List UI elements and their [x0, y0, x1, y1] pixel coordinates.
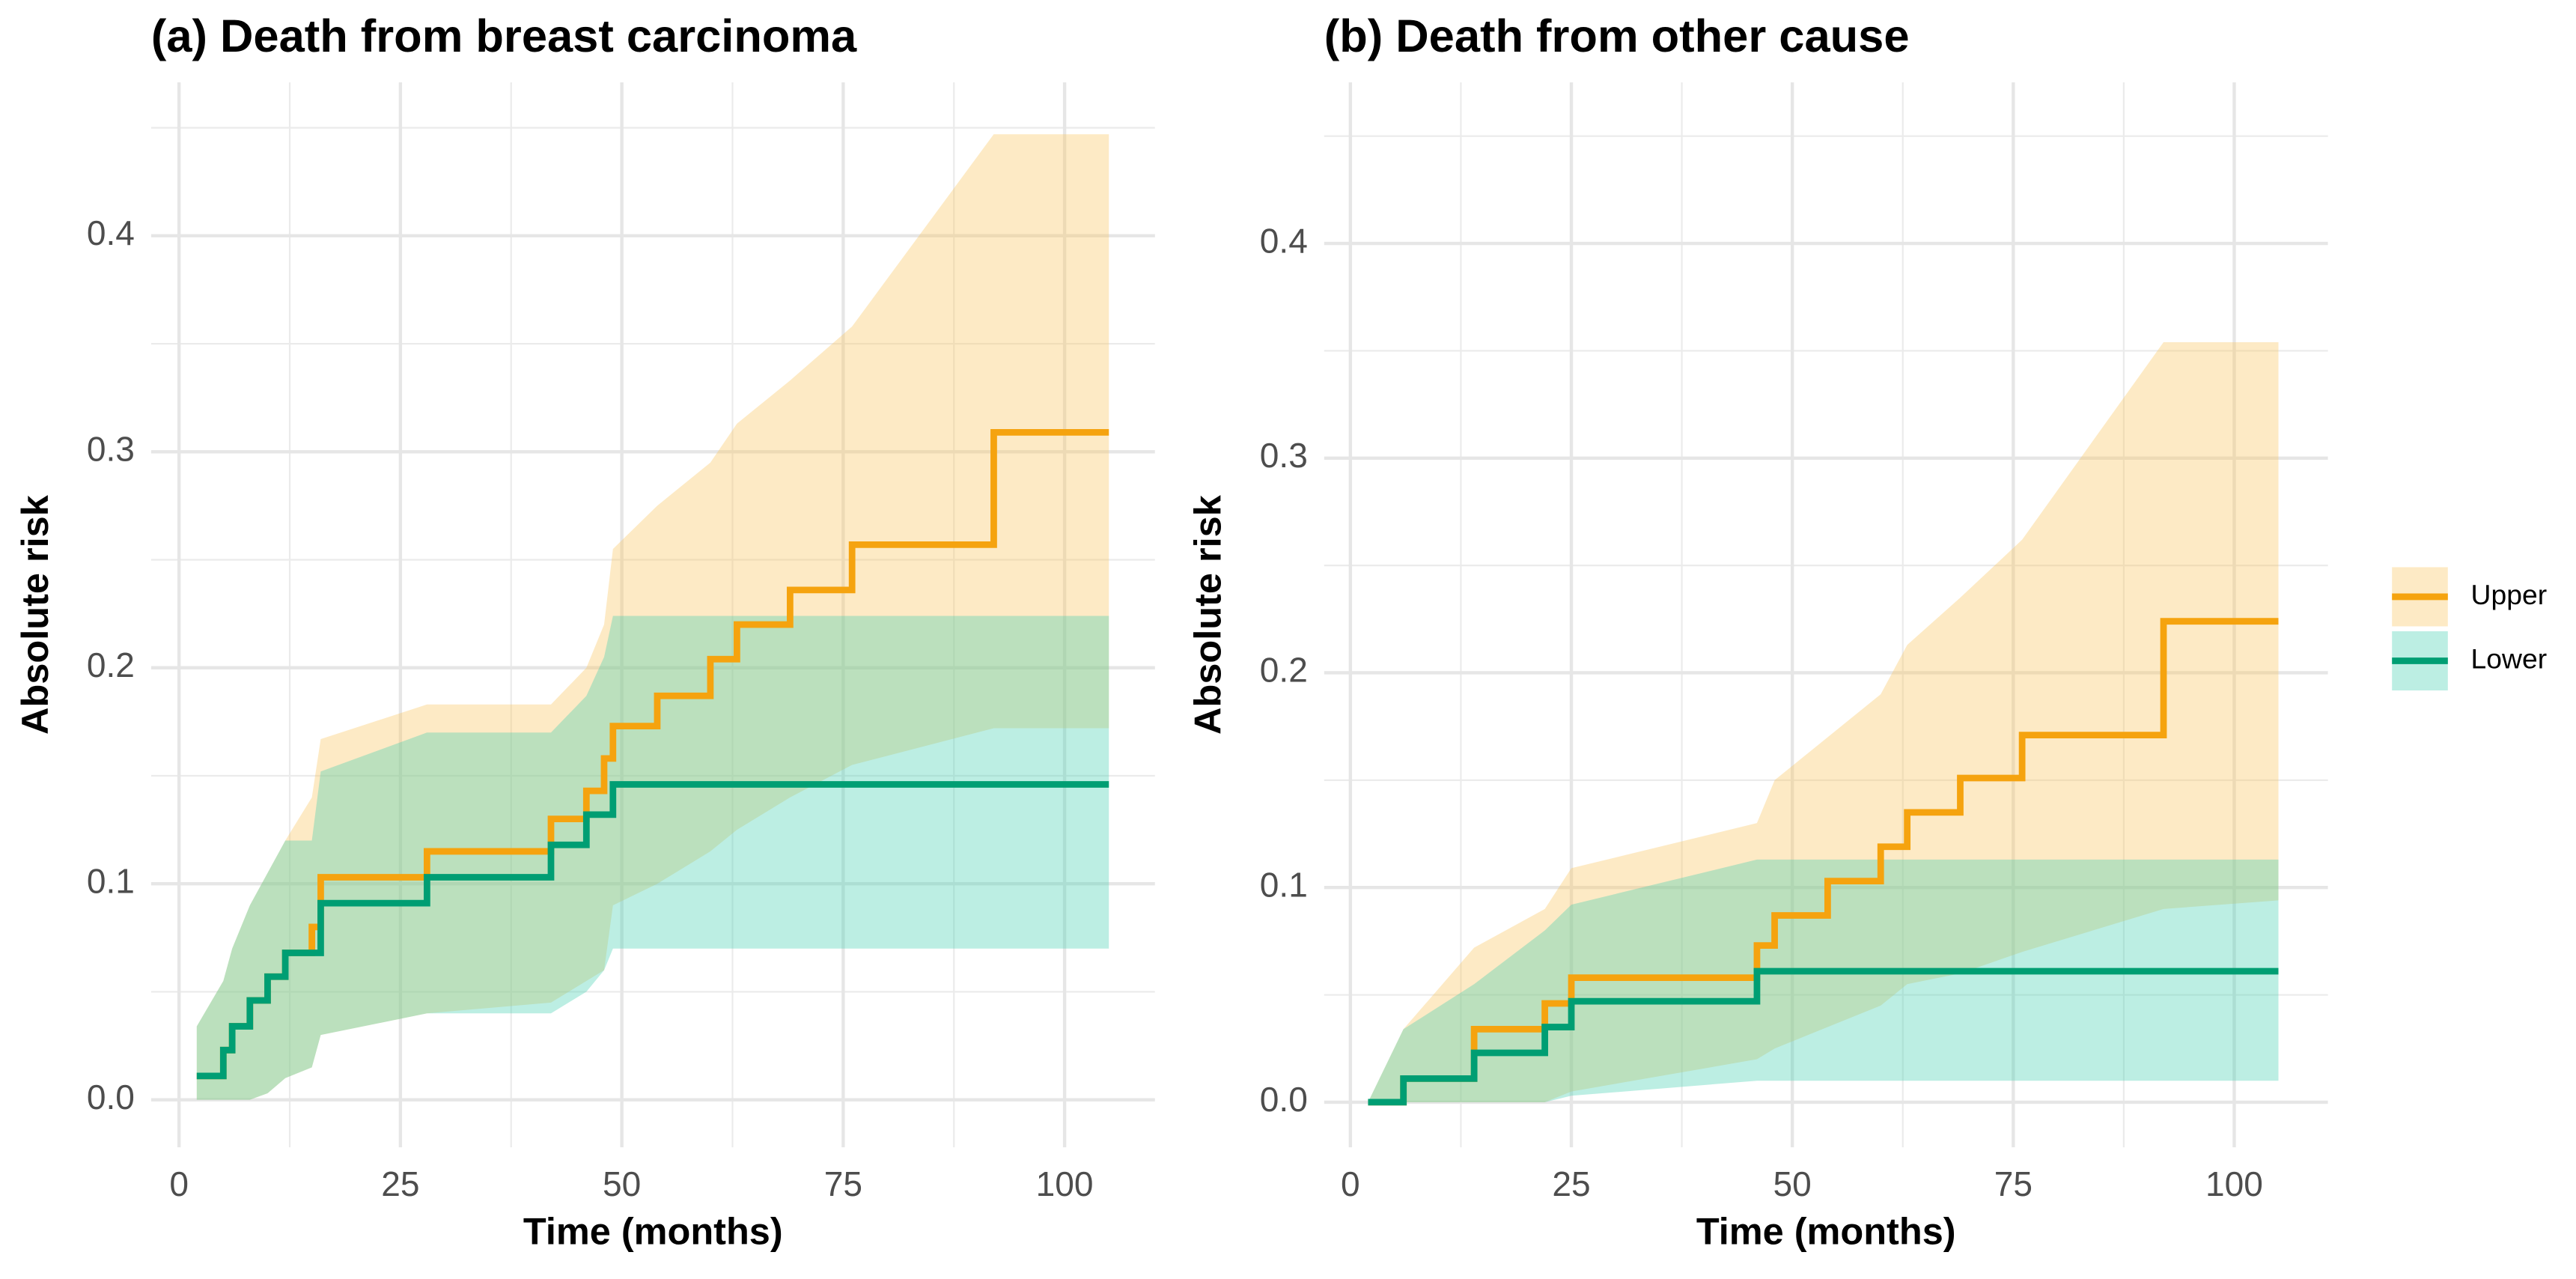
y-tick-label: 0.2 — [1260, 651, 1308, 690]
x-tick-label: 75 — [1994, 1164, 2033, 1203]
y-tick-label: 0.1 — [87, 861, 135, 900]
y-tick-label: 0.2 — [87, 645, 135, 684]
step-line — [1368, 967, 2279, 1106]
y-tick-label: 0.4 — [1260, 221, 1308, 260]
step-line — [1368, 618, 2279, 1106]
panel: 0 25 50 75 100 0.0 0.1 0.2 0.3 0.4 (a) Death from … — [13, 10, 1155, 1253]
confidence-band — [1368, 341, 2279, 1102]
y-tick-label: 0.3 — [1260, 436, 1308, 475]
step-line — [196, 781, 1109, 1080]
x-tick-label: 0 — [169, 1164, 189, 1203]
chart-title: (b) Death from other cause — [1324, 10, 1910, 62]
x-tick-label: 25 — [1552, 1164, 1590, 1203]
x-tick-label: 25 — [381, 1164, 419, 1203]
y-tick-label: 0.0 — [1260, 1080, 1308, 1119]
chart-title: (a) Death from breast carcinoma — [151, 10, 857, 62]
x-axis-title: Time (months) — [523, 1210, 783, 1253]
y-tick-label: 0.0 — [87, 1078, 135, 1117]
x-axis-title: Time (months) — [1696, 1210, 1956, 1253]
y-axis-title: Absolute risk — [1187, 494, 1229, 735]
x-tick-label: 0 — [1341, 1164, 1360, 1203]
confidence-band — [196, 616, 1109, 1100]
y-tick-label: 0.1 — [1260, 865, 1308, 904]
x-tick-label: 75 — [824, 1164, 862, 1203]
y-tick-label: 0.3 — [87, 429, 135, 468]
legend-label: Upper — [2471, 579, 2548, 610]
y-tick-label: 0.4 — [87, 213, 135, 252]
x-tick-label: 100 — [1036, 1164, 1094, 1203]
x-tick-label: 50 — [603, 1164, 641, 1203]
x-tick-label: 50 — [1773, 1164, 1812, 1203]
y-axis-title: Absolute risk — [13, 494, 56, 735]
panel: 0 25 50 75 100 0.0 0.1 0.2 0.3 0.4 (b) Death from … — [1187, 10, 2547, 1253]
legend-label: Lower — [2471, 642, 2548, 674]
x-tick-label: 100 — [2205, 1164, 2263, 1203]
confidence-band — [1368, 859, 2279, 1102]
